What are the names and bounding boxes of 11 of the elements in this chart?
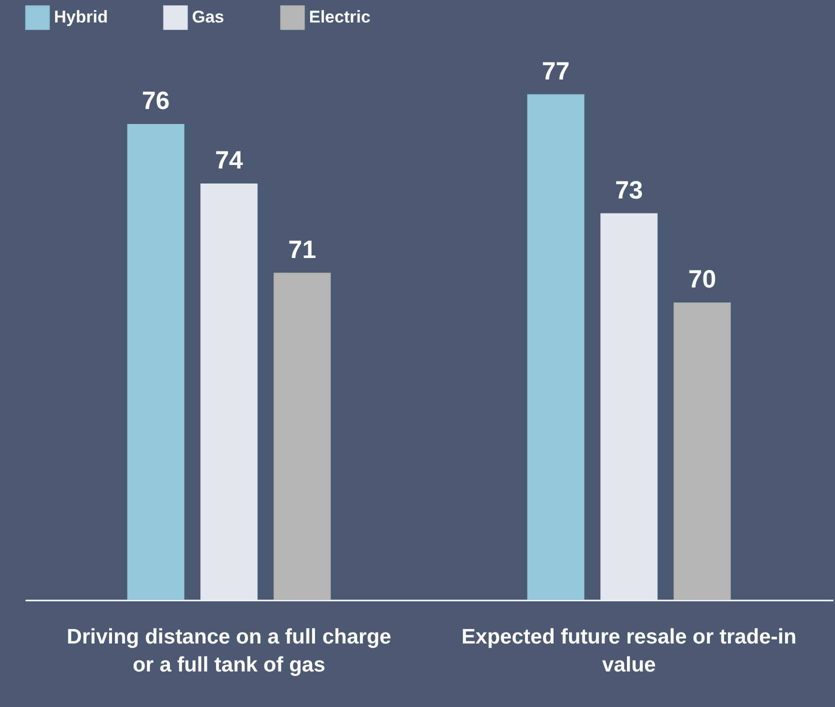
legend-label: Electric (309, 8, 370, 27)
data-label: 71 (288, 236, 316, 264)
data-label: 73 (615, 176, 643, 204)
legend-label: Hybrid (54, 8, 108, 27)
x-tick-label: Expected future resale or trade-in value (462, 626, 796, 676)
data-label: 70 (688, 266, 716, 294)
data-label: 74 (215, 146, 243, 174)
data-label: 77 (542, 57, 570, 86)
legend-label: Gas (192, 8, 224, 27)
x-tick-label: Driving distance on a full charge or a full tank of gas (66, 626, 392, 676)
data-label: 76 (142, 87, 170, 115)
